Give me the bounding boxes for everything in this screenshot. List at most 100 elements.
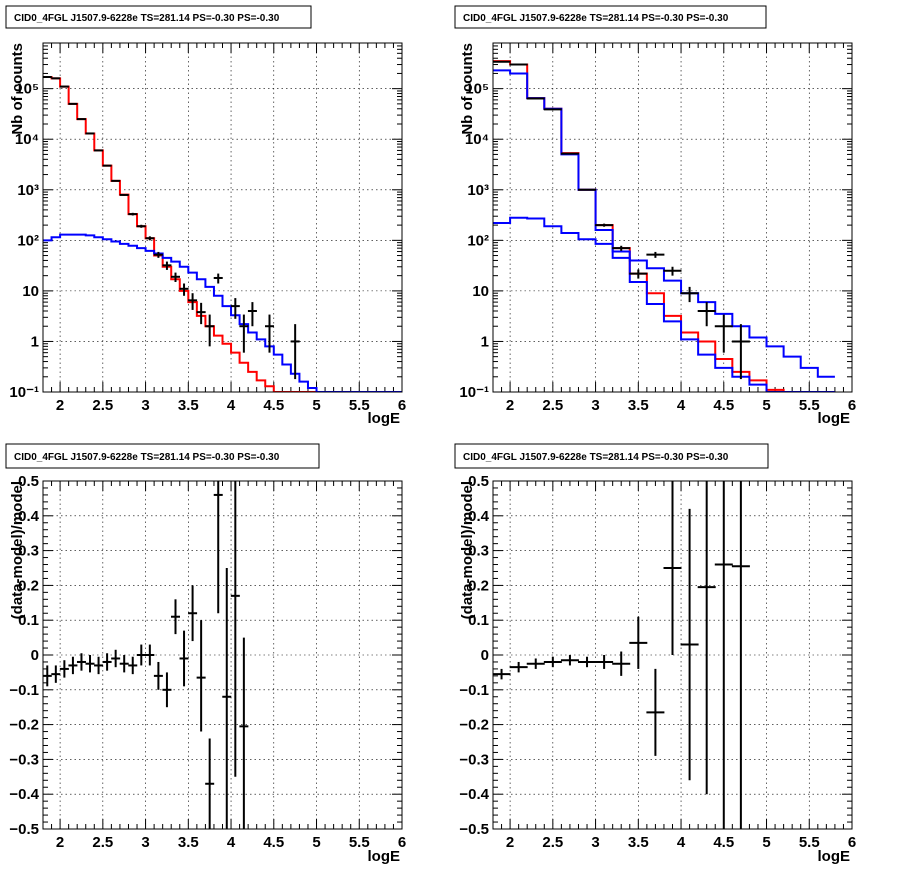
- series-step-1: [43, 233, 402, 392]
- x-axis-title: logE: [818, 410, 851, 427]
- x-tick-label: 2: [56, 397, 64, 414]
- series-group: [43, 481, 249, 829]
- y-tick-label: 0: [31, 647, 39, 664]
- plot-frame: [492, 42, 853, 393]
- y-tick-label: 1: [481, 333, 489, 350]
- y-tick-label: 10⁴: [465, 131, 489, 148]
- x-tick-label: 4.5: [263, 397, 284, 414]
- x-tick-label: 5: [762, 397, 770, 414]
- series-group: [493, 60, 835, 392]
- x-tick-label: 2.5: [542, 397, 563, 414]
- x-tick-label: 6: [848, 834, 856, 851]
- y-tick-label: 0.3: [468, 543, 489, 560]
- y-tick-label: −0.5: [9, 821, 39, 838]
- y-tick-label: 10: [22, 283, 39, 300]
- y-tick-label: 0.4: [468, 508, 490, 525]
- y-tick-label: 10²: [17, 232, 39, 249]
- y-tick-label: 10³: [467, 182, 489, 199]
- x-tick-label: 2.5: [542, 834, 563, 851]
- x-tick-label: 3: [591, 834, 599, 851]
- x-axis-title: logE: [818, 848, 851, 865]
- series-step-0: [43, 76, 402, 392]
- x-tick-label: 3.5: [628, 834, 649, 851]
- chart-title: CID0_4FGL J1507.9-6228e TS=281.14 PS=-0.…: [14, 13, 280, 24]
- title-box: [454, 443, 769, 469]
- x-tick-label: 4: [677, 397, 686, 414]
- x-tick-label: 4: [227, 834, 236, 851]
- x-tick-label: 3.5: [178, 834, 199, 851]
- y-axis-title: (data-model)/model: [459, 481, 476, 619]
- x-tick-label: 4.5: [713, 397, 734, 414]
- y-tick-label: −0.1: [459, 682, 489, 699]
- y-tick-label: −0.3: [459, 751, 489, 768]
- y-tick-label: 0: [481, 647, 489, 664]
- y-tick-label: −0.4: [9, 786, 39, 803]
- x-tick-label: 5: [312, 834, 320, 851]
- x-tick-label: 2: [56, 834, 64, 851]
- x-tick-label: 5.5: [349, 834, 370, 851]
- x-tick-label: 5.5: [799, 834, 820, 851]
- x-tick-label: 2.5: [92, 397, 113, 414]
- x-tick-label: 4: [677, 834, 686, 851]
- y-tick-label: −0.1: [9, 682, 39, 699]
- x-tick-label: 2: [506, 397, 514, 414]
- x-tick-label: 4: [227, 397, 236, 414]
- y-tick-label: 1: [31, 333, 39, 350]
- x-tick-label: 6: [398, 834, 406, 851]
- series-step-2: [493, 216, 835, 378]
- x-axis-title: logE: [368, 848, 401, 865]
- series-group: [43, 76, 402, 392]
- series-group: [493, 481, 750, 829]
- y-tick-label: 10⁵: [15, 81, 39, 98]
- y-tick-label: 0.2: [18, 577, 39, 594]
- y-tick-label: 10⁴: [15, 131, 39, 148]
- y-axis-title: Nb of counts: [459, 43, 476, 135]
- series-step-1: [493, 69, 835, 392]
- x-tick-label: 2: [506, 834, 514, 851]
- y-tick-label: 10⁵: [465, 81, 489, 98]
- x-tick-label: 4.5: [713, 834, 734, 851]
- y-tick-label: −0.5: [459, 821, 489, 838]
- title-box: [454, 5, 767, 29]
- y-tick-label: −0.2: [9, 717, 39, 734]
- chart-title: CID0_4FGL J1507.9-6228e TS=281.14 PS=-0.…: [463, 452, 729, 463]
- plot-frame: [42, 480, 403, 830]
- y-tick-label: −0.4: [459, 786, 489, 803]
- y-tick-label: 10: [472, 283, 489, 300]
- chart-title: CID0_4FGL J1507.9-6228e TS=281.14 PS=-0.…: [14, 452, 280, 463]
- y-axis-title: Nb of counts: [9, 43, 26, 135]
- x-tick-label: 6: [848, 397, 856, 414]
- pad-bottom-left: CID0_4FGL J1507.9-6228e TS=281.14 PS=-0.…: [5, 443, 406, 865]
- pad-bottom-right: CID0_4FGL J1507.9-6228e TS=281.14 PS=-0.…: [454, 443, 856, 865]
- y-tick-label: 0.3: [18, 543, 39, 560]
- plot-frame: [492, 480, 853, 830]
- y-tick-label: 10⁻¹: [9, 384, 39, 401]
- y-tick-label: 0.1: [468, 612, 489, 629]
- title-box: [5, 5, 312, 29]
- y-tick-label: 10⁻¹: [459, 384, 489, 401]
- plot-frame: [42, 42, 403, 393]
- pad-top-left: CID0_4FGL J1507.9-6228e TS=281.14 PS=-0.…: [5, 5, 406, 427]
- x-tick-label: 4.5: [263, 834, 284, 851]
- x-tick-label: 6: [398, 397, 406, 414]
- chart-title: CID0_4FGL J1507.9-6228e TS=281.14 PS=-0.…: [463, 13, 729, 24]
- pad-top-right: CID0_4FGL J1507.9-6228e TS=281.14 PS=-0.…: [454, 5, 856, 427]
- x-tick-label: 3: [591, 397, 599, 414]
- y-tick-label: 0.2: [468, 577, 489, 594]
- y-tick-label: 0.4: [18, 508, 40, 525]
- y-tick-label: 0.1: [18, 612, 39, 629]
- y-axis-title: (data-model)/model: [9, 481, 26, 619]
- y-tick-label: 0.5: [18, 473, 39, 490]
- y-tick-label: 0.5: [468, 473, 489, 490]
- x-tick-label: 2.5: [92, 834, 113, 851]
- x-tick-label: 5: [762, 834, 770, 851]
- x-tick-label: 5.5: [799, 397, 820, 414]
- x-tick-label: 3.5: [178, 397, 199, 414]
- x-axis-title: logE: [368, 410, 401, 427]
- y-tick-label: −0.3: [9, 751, 39, 768]
- y-tick-label: −0.2: [459, 717, 489, 734]
- y-tick-label: 10²: [467, 232, 489, 249]
- x-tick-label: 5: [312, 397, 320, 414]
- title-box: [5, 443, 320, 469]
